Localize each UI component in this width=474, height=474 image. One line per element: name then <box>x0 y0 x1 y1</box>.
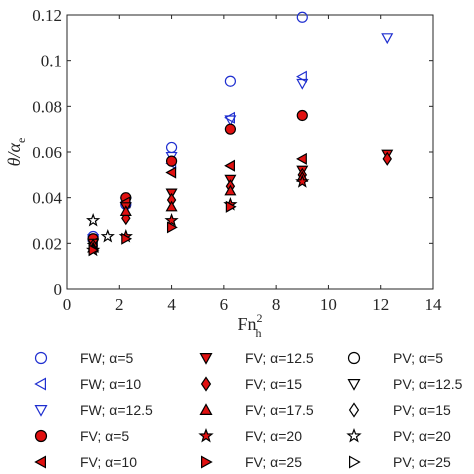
y-ticks: 0 0.02 0.04 0.06 0.08 0.1 0.12 <box>32 6 433 299</box>
legend-marker <box>199 353 213 365</box>
x-tick-label: 12 <box>372 295 389 314</box>
x-tick-label: 14 <box>425 295 443 314</box>
legend-label: PV; α=12.5 <box>393 376 463 392</box>
data-point <box>296 11 308 23</box>
legend-marker <box>34 377 47 391</box>
legend-marker <box>34 455 47 469</box>
x-tick-label: 2 <box>115 295 124 314</box>
legend-label: PV; α=25 <box>393 454 451 470</box>
legend-marker <box>34 405 48 417</box>
data-point <box>224 123 236 135</box>
y-tick-label: 0.12 <box>32 6 62 25</box>
legend-marker <box>199 403 213 415</box>
data-point <box>165 155 178 167</box>
data-point <box>164 213 179 227</box>
data-points <box>86 11 394 257</box>
legend-label: FW; α=10 <box>80 376 141 392</box>
y-tick-label: 0.06 <box>32 143 62 162</box>
data-point <box>119 205 132 216</box>
x-tick-label: 10 <box>320 295 337 314</box>
legend-marker <box>347 351 361 365</box>
x-tick-label: 4 <box>167 295 176 314</box>
legend-marker <box>349 455 361 469</box>
legend-label: FV; α=25 <box>245 454 302 470</box>
data-point <box>224 115 237 127</box>
legend-label: FV; α=5 <box>80 428 129 444</box>
legend-label: FV; α=12.5 <box>245 350 314 366</box>
data-point <box>296 70 307 83</box>
data-point <box>225 200 237 213</box>
legend-marker <box>198 427 214 443</box>
y-tick-label: 0 <box>54 280 63 299</box>
data-point <box>381 33 394 45</box>
data-point <box>100 229 115 243</box>
x-tick-label: 8 <box>272 295 281 314</box>
legend-label: PV; α=15 <box>393 402 451 418</box>
data-point <box>165 166 177 179</box>
y-tick-label: 0.1 <box>41 52 62 71</box>
legend-marker <box>34 351 48 365</box>
x-ticks: 0 2 4 6 8 10 12 14 <box>63 15 442 314</box>
y-tick-label: 0.08 <box>32 97 62 116</box>
data-point <box>295 174 310 188</box>
data-point <box>382 151 392 166</box>
data-point <box>224 159 235 172</box>
data-point <box>86 213 101 227</box>
legend-label: PV; α=20 <box>393 428 451 444</box>
x-tick-label: 6 <box>220 295 229 314</box>
x-tick-label: 0 <box>63 295 72 314</box>
data-point <box>224 75 236 87</box>
legend-label: FV; α=10 <box>80 454 137 470</box>
y-axis-label: θ/αe <box>4 138 28 167</box>
y-tick-label: 0.04 <box>32 189 62 208</box>
legend-label: PV; α=5 <box>393 350 443 366</box>
data-point <box>166 221 178 234</box>
legend-marker <box>201 455 213 469</box>
x-axis-label: Fn2 h <box>237 311 262 340</box>
data-point <box>121 232 133 245</box>
legend-marker <box>348 402 360 418</box>
legend-marker <box>200 376 212 392</box>
plot-frame <box>66 14 434 290</box>
axes <box>66 14 434 290</box>
data-point <box>88 244 100 257</box>
legend: FW; α=5 FV; α=12.5 PV; α=5 FW; α=10 FV; α=15… <box>34 350 463 470</box>
data-point <box>165 141 178 154</box>
y-tick-label: 0.02 <box>32 234 62 253</box>
legend-label: FV; α=17.5 <box>245 402 314 418</box>
data-point <box>296 78 309 90</box>
legend-marker <box>34 429 48 443</box>
data-point <box>224 184 237 196</box>
data-point <box>165 200 178 212</box>
legend-label: FV; α=20 <box>245 428 302 444</box>
legend-label: FV; α=15 <box>245 376 302 392</box>
legend-marker <box>347 379 361 391</box>
legend-label: FW; α=12.5 <box>80 402 153 418</box>
legend-marker <box>346 427 362 443</box>
data-point <box>296 109 308 122</box>
data-point <box>296 152 307 165</box>
legend-label: FW; α=5 <box>80 350 134 366</box>
